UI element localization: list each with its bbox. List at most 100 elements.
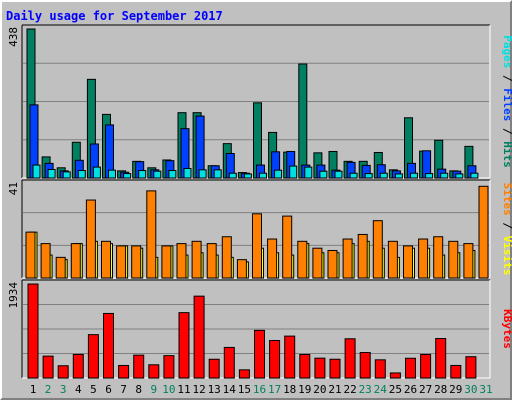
bar-kbytes: [87, 334, 99, 379]
x-tick-label: 12: [192, 383, 205, 396]
bar-sites: [161, 245, 172, 279]
bar-pages: [470, 172, 479, 179]
bar-sites: [221, 236, 232, 279]
bar-kbytes: [133, 354, 145, 379]
bar-pages: [349, 172, 358, 179]
bar-pages: [228, 172, 237, 179]
x-tick-label: 20: [313, 383, 326, 396]
panel-hits-files-pages: 438 Pages / Files / Hits: [7, 24, 512, 179]
bar-sites: [357, 233, 368, 279]
bar-pages: [259, 172, 267, 179]
axis-label-part: Sites: [501, 183, 512, 216]
x-tick-label: 22: [343, 383, 356, 396]
bar-kbytes: [57, 365, 69, 379]
bar-pages: [304, 166, 313, 179]
y-max-label: 1934: [7, 282, 20, 309]
x-tick-label: 19: [298, 383, 311, 396]
bar-pages: [243, 173, 252, 179]
bar-kbytes: [465, 356, 477, 379]
bar-pages: [92, 166, 101, 179]
bar-sites: [206, 243, 217, 279]
axis-label: Sites / Visits: [501, 183, 512, 276]
bar-sites: [40, 243, 51, 279]
bar-pages: [32, 164, 41, 179]
bar-pages: [410, 172, 418, 179]
x-tick-label: 14: [223, 383, 237, 396]
y-max-label: 438: [7, 27, 20, 47]
bar-kbytes: [103, 312, 114, 379]
bar-sites: [297, 240, 308, 279]
x-tick-label: 29: [449, 383, 462, 396]
bar-kbytes: [72, 353, 84, 379]
axis-label: KBytes: [501, 309, 512, 349]
x-tick-label: 26: [404, 383, 417, 396]
bar-pages: [379, 172, 388, 179]
bar-sites: [146, 190, 157, 279]
x-tick-label: 1: [30, 383, 37, 396]
bar-pages: [455, 173, 464, 179]
bar-sites: [403, 245, 413, 279]
bar-sites: [116, 245, 127, 279]
bar-sites: [372, 220, 383, 279]
bar-pages: [425, 173, 434, 179]
bar-pages: [198, 169, 207, 179]
bar-sites: [433, 236, 444, 279]
x-tick-label: 23: [359, 383, 372, 396]
bar-kbytes: [284, 335, 296, 379]
bar-sites: [342, 238, 353, 279]
x-tick-label: 10: [162, 383, 175, 396]
bar-pages: [364, 173, 373, 179]
bar-files: [195, 115, 205, 179]
bar-kbytes: [405, 357, 416, 379]
bar-sites: [448, 240, 459, 279]
bar-kbytes: [238, 369, 250, 379]
bar-pages: [168, 170, 177, 179]
x-tick-label: 4: [75, 383, 82, 396]
axis-label-part: Files: [501, 88, 512, 121]
axis-label-part: Hits: [501, 141, 512, 168]
x-tick-label: 31: [479, 383, 492, 396]
bar-sites: [85, 199, 96, 279]
bar-pages: [138, 170, 147, 179]
x-tick-label: 25: [389, 383, 402, 396]
x-tick-label: 30: [464, 383, 477, 396]
x-tick-label: 6: [105, 383, 112, 396]
bar-kbytes: [269, 339, 281, 379]
bar-kbytes: [118, 364, 130, 379]
x-tick-label: 16: [253, 383, 266, 396]
y-max-label: 41: [7, 182, 20, 195]
x-tick-label: 18: [283, 383, 296, 396]
bar-kbytes: [299, 353, 311, 379]
axis-label-part: Pages: [501, 35, 512, 68]
bar-pages: [394, 173, 403, 179]
bar-pages: [274, 169, 283, 179]
bar-sites: [478, 185, 489, 279]
bar-kbytes: [27, 283, 39, 379]
panel-kbytes: 1934 KBytes: [7, 279, 512, 379]
bar-sites: [25, 231, 36, 279]
panel-visits-sites: 41 Sites / Visits: [7, 179, 512, 279]
bar-pages: [47, 168, 56, 179]
bar-sites: [101, 240, 111, 279]
axis-label-part: Visits: [501, 236, 512, 276]
bar-sites: [131, 245, 142, 279]
axis-label-part: /: [501, 121, 512, 141]
bar-kbytes: [254, 329, 265, 379]
x-tick-label: 7: [120, 383, 127, 396]
bar-kbytes: [223, 346, 235, 379]
bar-kbytes: [163, 355, 175, 379]
bar-hits: [298, 63, 308, 179]
x-tick-label: 24: [374, 383, 388, 396]
bar-kbytes: [374, 359, 386, 379]
x-tick-label: 5: [90, 383, 97, 396]
x-tick-label: 8: [135, 383, 142, 396]
bar-kbytes: [178, 312, 190, 379]
axis-label-part: /: [501, 216, 512, 236]
bar-kbytes: [314, 357, 326, 379]
x-tick-label: 13: [208, 383, 221, 396]
bar-kbytes: [148, 364, 160, 379]
x-tick-label: 17: [268, 383, 281, 396]
bar-kbytes: [420, 353, 432, 379]
bar-pages: [153, 170, 162, 179]
